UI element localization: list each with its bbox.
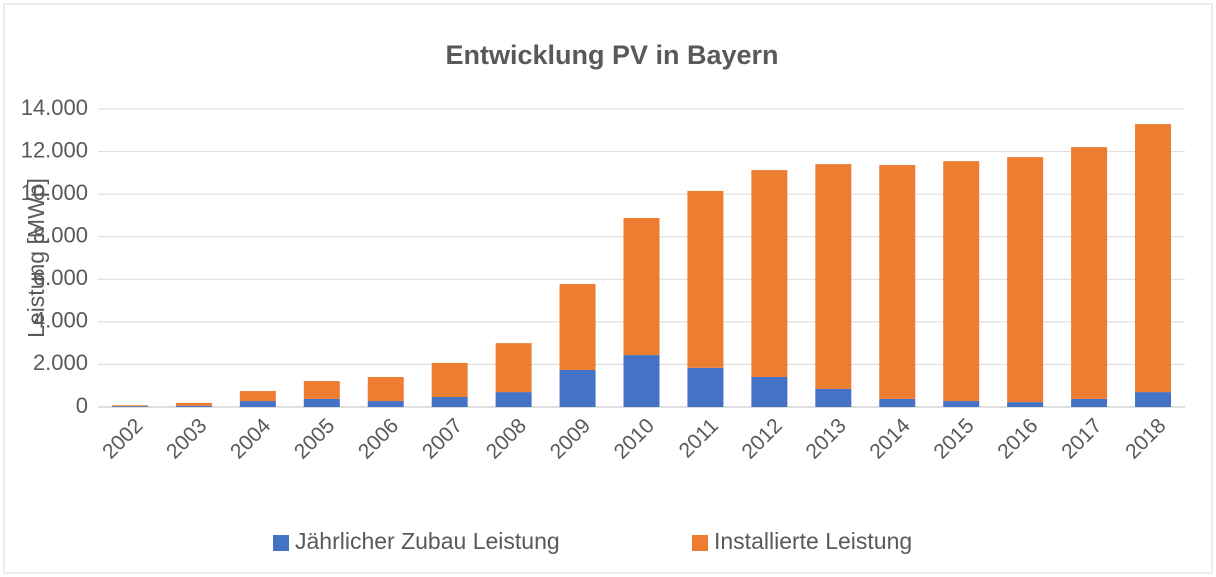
y-tick-label: 4.000 [33,308,88,333]
bar-segment [111,406,148,407]
bar-segment [111,405,148,407]
legend-swatch [273,535,289,551]
y-tick-label: 0 [76,393,88,418]
legend-swatch [692,535,708,551]
bar-segment [879,398,916,407]
bar-segment [943,161,980,402]
bar-segment [559,283,596,370]
bar-segment [751,376,788,407]
y-tick-label: 14.000 [21,95,88,120]
bar-segment [431,396,468,407]
bar-segment [495,343,532,393]
bar-segment [175,402,212,406]
bar-segment [1071,147,1108,399]
bar-segment [1135,124,1172,393]
bar-segment [367,376,404,402]
chart-title: Entwicklung PV in Bayern [445,40,778,70]
bar-segment [303,381,340,399]
bar-segment [751,170,788,377]
bar-segment [239,401,276,407]
bar-segment [1071,398,1108,407]
bar-segment [815,388,852,407]
bar-segment [623,217,660,356]
y-axis-label: Leistung [MWp] [23,178,49,338]
bar-segment [943,401,980,407]
bar-segment [687,190,724,368]
bar-segment [1007,157,1044,403]
bar-segment [431,362,468,397]
y-tick-label: 12.000 [21,137,88,162]
bar-segment [175,405,212,407]
bar-segment [1007,402,1044,407]
bar-segment [687,367,724,407]
bar-segment [367,401,404,407]
bar-segment [815,164,852,389]
bar-segment [495,392,532,407]
y-tick-label: 8.000 [33,223,88,248]
y-tick-label: 6.000 [33,265,88,290]
bar-segment [559,369,596,407]
legend-label: Jährlicher Zubau Leistung [295,528,560,554]
bar-segment [303,398,340,407]
bar-segment [879,164,916,399]
y-tick-label: 2.000 [33,350,88,375]
bar-segment [239,391,276,402]
bar-segment [623,355,660,407]
y-tick-label: 10.000 [21,180,88,205]
legend-label: Installierte Leistung [714,528,912,554]
bar-segment [1135,392,1172,407]
